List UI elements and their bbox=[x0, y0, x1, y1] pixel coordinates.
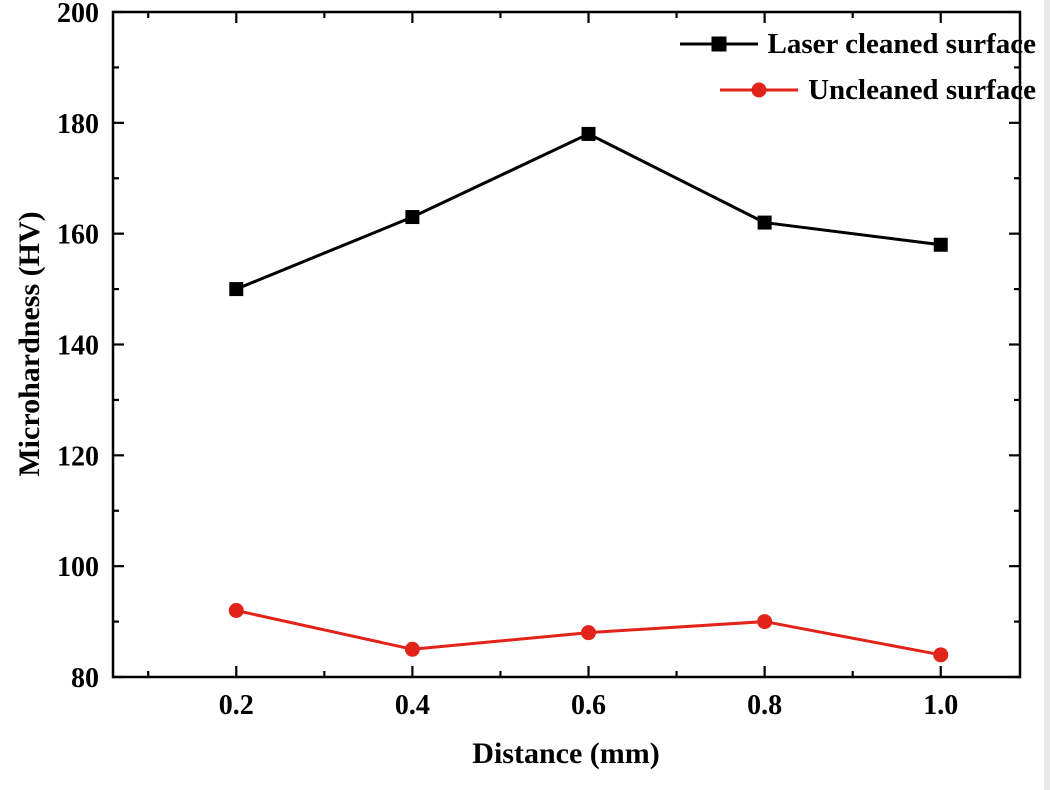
svg-text:0.8: 0.8 bbox=[747, 690, 782, 721]
svg-text:180: 180 bbox=[57, 109, 99, 140]
svg-text:1.0: 1.0 bbox=[923, 690, 958, 721]
svg-text:0.4: 0.4 bbox=[395, 690, 430, 721]
legend-swatch-uncleaned bbox=[720, 81, 799, 99]
legend: Laser cleaned surface Uncleaned surface bbox=[679, 24, 1036, 110]
y-axis-title: Microhardness (HV) bbox=[13, 211, 46, 477]
legend-label-laser-cleaned: Laser cleaned surface bbox=[767, 27, 1036, 60]
x-axis-title: Distance (mm) bbox=[472, 737, 660, 770]
legend-label-uncleaned: Uncleaned surface bbox=[808, 73, 1036, 106]
page-edge-strip bbox=[1044, 0, 1050, 790]
svg-text:120: 120 bbox=[57, 441, 99, 472]
svg-text:160: 160 bbox=[57, 220, 99, 251]
svg-text:80: 80 bbox=[71, 663, 99, 694]
legend-marker-square-icon bbox=[711, 36, 727, 52]
svg-text:200: 200 bbox=[57, 0, 99, 29]
svg-text:0.6: 0.6 bbox=[571, 690, 606, 721]
svg-text:140: 140 bbox=[57, 331, 99, 362]
legend-swatch-laser-cleaned bbox=[679, 35, 758, 53]
legend-marker-circle-icon bbox=[751, 82, 767, 98]
legend-item-laser-cleaned: Laser cleaned surface bbox=[679, 24, 1036, 64]
legend-item-uncleaned: Uncleaned surface bbox=[720, 70, 1036, 110]
svg-text:100: 100 bbox=[57, 552, 99, 583]
svg-text:0.2: 0.2 bbox=[219, 690, 254, 721]
